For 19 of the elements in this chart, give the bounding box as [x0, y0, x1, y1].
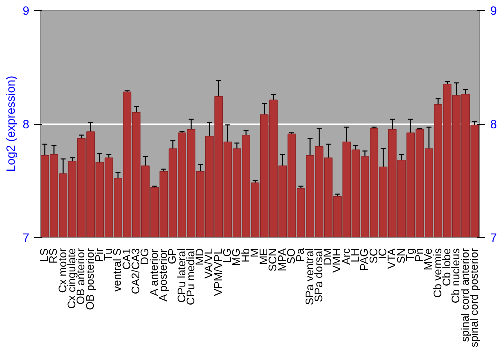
y-tick-label: 7 — [22, 231, 30, 245]
x-tick-label: MVe — [423, 248, 436, 271]
x-tick-label: RS — [48, 248, 60, 264]
y2-tick-label: 9 — [490, 4, 498, 18]
x-tick-label: IC — [377, 248, 390, 260]
x-tick-label: GP — [167, 248, 180, 264]
y2-tick-label: 8 — [490, 118, 498, 132]
x-tick-label: SCN — [268, 248, 280, 272]
x-tick-label: DG — [140, 248, 152, 265]
y-axis-title: Log2 (expression) — [4, 76, 18, 172]
x-tick-label: SPa dorsal — [313, 248, 326, 302]
x-tick-label: A posterior — [158, 248, 170, 302]
y-tick-label: 8 — [22, 118, 30, 132]
x-tick-label: Pa — [295, 248, 308, 262]
x-tick-label: LG — [222, 248, 234, 264]
x-tick-label: Cb lobe — [441, 248, 454, 286]
x-tick-label: CPu medial — [185, 248, 198, 306]
y-tick-label: 9 — [22, 4, 30, 18]
y2-tick-label: 7 — [490, 231, 498, 245]
